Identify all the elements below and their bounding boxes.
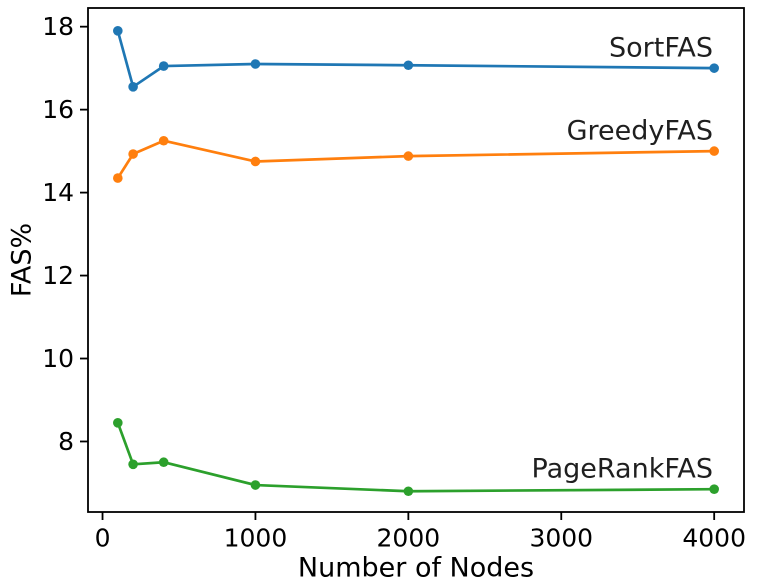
data-point-sortfas	[709, 63, 719, 73]
x-tick-label: 0	[95, 524, 111, 553]
y-tick-label: 18	[42, 12, 74, 41]
data-point-pagerankfas	[709, 484, 719, 494]
x-tick-label: 3000	[529, 524, 593, 553]
series-line-pagerankfas	[116, 421, 716, 493]
y-tick-label: 10	[42, 344, 74, 373]
x-tick-label: 4000	[682, 524, 746, 553]
series-label-greedyfas: GreedyFAS	[567, 116, 713, 147]
data-point-pagerankfas	[158, 457, 169, 468]
data-point-pagerankfas	[113, 418, 123, 428]
x-axis-label: Number of Nodes	[298, 553, 534, 584]
y-axis-label: FAS%	[7, 223, 38, 297]
data-point-sortfas	[403, 60, 414, 71]
data-point-sortfas	[128, 82, 138, 92]
data-point-greedyfas	[709, 146, 719, 156]
x-tick-label: 2000	[377, 524, 441, 553]
data-point-sortfas	[158, 61, 169, 71]
data-point-pagerankfas	[403, 486, 414, 497]
data-point-greedyfas	[128, 149, 138, 159]
data-point-sortfas	[250, 59, 261, 69]
data-point-greedyfas	[113, 173, 123, 183]
x-tick-label: 1000	[224, 524, 288, 553]
y-tick-label: 12	[42, 261, 74, 290]
series-line-sortfas	[116, 29, 716, 89]
y-tick-label: 8	[58, 427, 74, 456]
series-label-pagerankfas: PageRankFAS	[532, 454, 714, 485]
y-tick-label: 14	[42, 178, 74, 207]
data-point-sortfas	[113, 26, 123, 36]
plot-border	[87, 7, 745, 513]
data-point-greedyfas	[250, 156, 261, 167]
data-point-pagerankfas	[250, 480, 261, 490]
series-label-sortfas: SortFAS	[609, 33, 713, 64]
y-tick-label: 16	[42, 95, 74, 124]
data-point-greedyfas	[158, 135, 169, 146]
data-point-pagerankfas	[128, 459, 138, 470]
data-point-greedyfas	[403, 151, 414, 161]
